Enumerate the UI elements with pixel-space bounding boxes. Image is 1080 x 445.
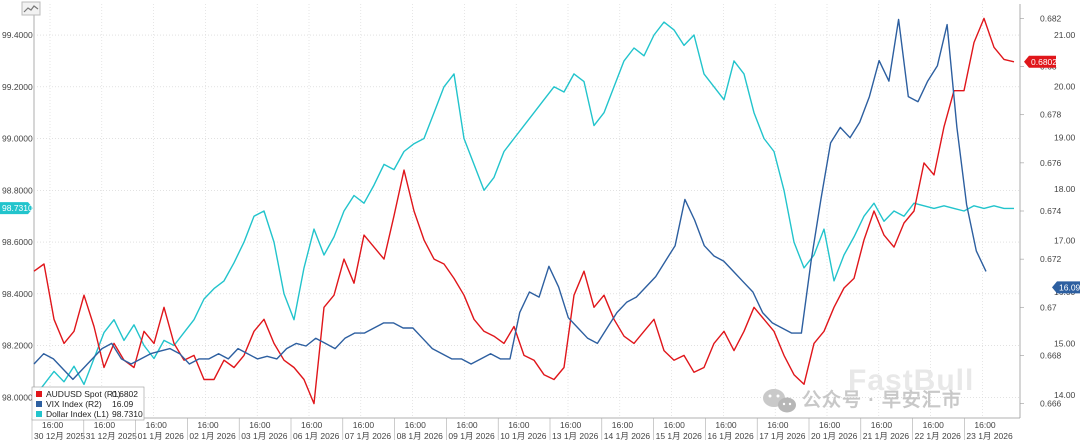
- x-tick-time: 16:00: [146, 420, 168, 430]
- left-tick-label: 98.2000: [2, 341, 33, 351]
- right-r1-tick-label: 0.67: [1040, 302, 1057, 312]
- tag-audusd-text: 0.6802: [1031, 57, 1057, 67]
- legend-item-vix: VIX Index (R2) 16.09: [36, 399, 134, 409]
- right-r2-tick-label: 21.00: [1054, 30, 1076, 40]
- x-tick-time: 16:00: [612, 420, 634, 430]
- right-r2-tick-label: 18.00: [1054, 184, 1076, 194]
- x-tick-time: 16:00: [560, 420, 582, 430]
- x-tick-date: 13 1月 2026: [552, 431, 599, 440]
- left-tick-label: 99.2000: [2, 82, 33, 92]
- x-tick-date: 21 1月 2026: [863, 431, 910, 440]
- series-line-vix: [33, 18, 987, 381]
- x-tick-time: 16:00: [94, 420, 116, 430]
- left-tick-label: 99.0000: [2, 134, 33, 144]
- legend: AUDUSD Spot (R1) 0.6802 VIX Index (R2) 1…: [31, 386, 145, 421]
- x-tick-date: 03 1月 2026: [241, 431, 288, 440]
- left-axis: 98.0000 98.2000 98.4000 98.6000 98.8000 99.00…: [2, 30, 33, 402]
- watermark-brand: FastBull: [848, 364, 974, 397]
- x-tick-time: 16:00: [508, 420, 530, 430]
- x-tick-date: 31 12月 2025: [86, 431, 137, 440]
- x-tick-time: 16:00: [249, 420, 271, 430]
- left-tick-label: 98.0000: [2, 392, 33, 402]
- x-tick-date: 07 1月 2026: [345, 431, 392, 440]
- left-tick-label: 98.8000: [2, 185, 33, 195]
- x-tick-date: 14 1月 2026: [604, 431, 651, 440]
- right-axis: 0.6660.6680.670.6720.6740.6760.6780.680.…: [1020, 13, 1076, 409]
- series-line-dxy: [33, 21, 1014, 398]
- tag-audusd: 0.6802: [1024, 55, 1057, 68]
- tag-vix: 16.09: [1052, 281, 1080, 294]
- right-r1-tick-label: 0.668: [1040, 350, 1062, 360]
- x-tick-date: 08 1月 2026: [397, 431, 444, 440]
- legend-item-dxy: Dollar Index (L1) 98.7310: [36, 409, 143, 419]
- x-tick-time: 16:00: [819, 420, 841, 430]
- right-r2-tick-label: 19.00: [1054, 133, 1076, 143]
- right-r1-tick-label: 0.682: [1040, 13, 1062, 23]
- legend-label-audusd: AUDUSD Spot (R1): [46, 389, 121, 399]
- x-tick-time: 16:00: [974, 420, 996, 430]
- series-lines: [33, 17, 1015, 405]
- x-tick-time: 16:00: [767, 420, 789, 430]
- x-tick-time: 16:00: [353, 420, 375, 430]
- left-tick-label: 98.4000: [2, 289, 33, 299]
- tag-vix-text: 16.09: [1059, 282, 1080, 292]
- legend-value-dxy: 98.7310: [112, 409, 143, 419]
- x-tick-date: 02 1月 2026: [189, 431, 236, 440]
- x-tick-time: 16:00: [871, 420, 893, 430]
- x-tick-date: 23 1月 2026: [966, 431, 1013, 440]
- x-tick-date: 30 12月 2025: [34, 431, 85, 440]
- tag-dxy: 98.7310: [0, 202, 33, 215]
- x-tick-date: 10 1月 2026: [500, 431, 547, 440]
- left-tick-label: 98.6000: [2, 237, 33, 247]
- last-value-tags: 98.7310 0.6802 16.09: [0, 55, 1080, 294]
- legend-value-vix: 16.09: [112, 399, 134, 409]
- x-tick-time: 16:00: [197, 420, 219, 430]
- grid: [33, 4, 1021, 419]
- x-tick-date: 22 1月 2026: [915, 431, 962, 440]
- right-r2-tick-label: 20.00: [1054, 81, 1076, 91]
- tag-dxy-bg: [0, 202, 33, 215]
- right-r1-tick-label: 0.678: [1040, 110, 1062, 120]
- x-tick-date: 01 1月 2026: [138, 431, 185, 440]
- legend-label-vix: VIX Index (R2): [46, 399, 102, 409]
- legend-value-audusd: 0.6802: [112, 389, 138, 399]
- right-r1-tick-label: 0.674: [1040, 206, 1062, 216]
- watermark-text: 公众号 · 早安汇市: [802, 388, 962, 411]
- legend-item-audusd: AUDUSD Spot (R1) 0.6802: [36, 389, 138, 399]
- tag-vix-bg: [1052, 281, 1080, 294]
- x-tick-date: 09 1月 2026: [448, 431, 495, 440]
- right-r1-tick-label: 0.676: [1040, 158, 1062, 168]
- right-r2-tick-label: 15.00: [1054, 338, 1076, 348]
- x-tick-time: 16:00: [405, 420, 427, 430]
- tag-audusd-bg: [1024, 55, 1056, 68]
- x-tick-date: 06 1月 2026: [293, 431, 340, 440]
- legend-label-dxy: Dollar Index (L1): [46, 409, 109, 419]
- right-r1-tick-label: 0.666: [1040, 399, 1062, 409]
- tag-dxy-text: 98.7310: [2, 203, 33, 213]
- right-r2-tick-label: 17.00: [1054, 236, 1076, 246]
- chart-type-icon[interactable]: [21, 1, 41, 16]
- right-r1-tick-label: 0.672: [1040, 254, 1062, 264]
- x-tick-date: 16 1月 2026: [707, 431, 754, 440]
- x-tick-time: 16:00: [923, 420, 945, 430]
- left-tick-label: 99.4000: [2, 30, 33, 40]
- x-tick-time: 16:00: [456, 420, 478, 430]
- x-tick-time: 16:00: [301, 420, 323, 430]
- right-r2-tick-label: 14.00: [1054, 390, 1076, 400]
- x-tick-time: 16:00: [715, 420, 737, 430]
- wechat-icon: [763, 389, 796, 413]
- x-tick-date: 20 1月 2026: [811, 431, 858, 440]
- x-tick-date: 15 1月 2026: [656, 431, 703, 440]
- series-line-audusd: [33, 17, 1015, 405]
- x-tick-time: 16:00: [664, 420, 686, 430]
- x-tick-date: 17 1月 2026: [759, 431, 806, 440]
- x-tick-time: 16:00: [42, 420, 64, 430]
